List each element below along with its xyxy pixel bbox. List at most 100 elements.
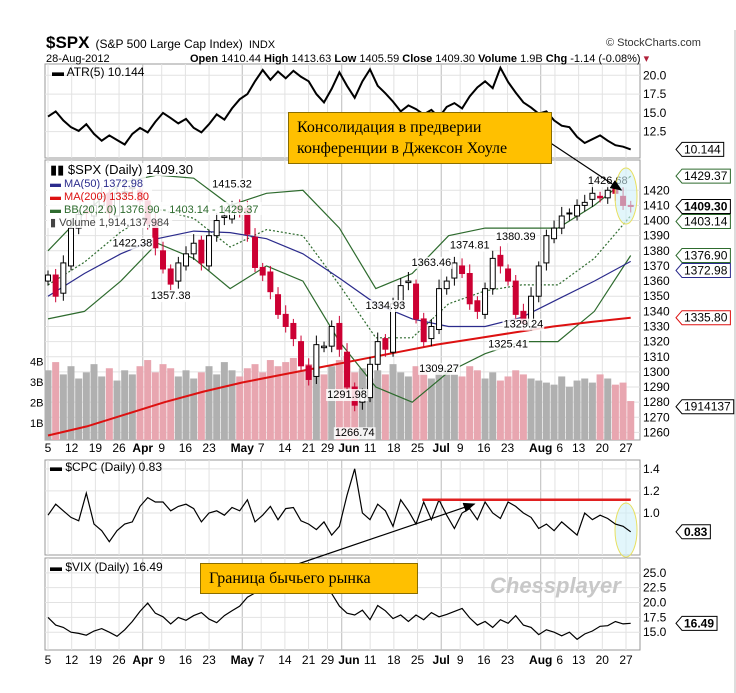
x-tick-label: 9	[158, 441, 165, 455]
x-tick-label: 18	[387, 441, 401, 455]
symbol-name: (S&P 500 Large Cap Index)	[95, 37, 243, 51]
candle-body	[52, 274, 59, 297]
candle-body	[459, 265, 466, 275]
candle-body	[374, 341, 381, 365]
price-label-bg	[333, 427, 376, 440]
price-label: 1380.39	[496, 231, 536, 243]
volume-bar	[435, 372, 443, 440]
candle-body	[45, 274, 51, 282]
x-tick-label: 16	[179, 653, 193, 667]
candle-body	[298, 341, 305, 367]
volume-bar	[297, 370, 305, 440]
volume-bar	[67, 366, 75, 440]
volume-bar	[44, 370, 52, 440]
x-tick-label: Aug	[529, 441, 552, 455]
change-value: -1.14 (-0.08%)	[570, 53, 641, 65]
volume-bar	[182, 370, 190, 440]
candle-body	[405, 280, 412, 284]
spx-legend-title: ▮▮ $SPX (Daily) 1409.30	[50, 162, 193, 177]
x-tick-label: May	[231, 441, 255, 455]
legend-bg	[47, 189, 153, 202]
candle-body	[175, 262, 182, 282]
y-tick-label: 15.0	[643, 625, 667, 639]
candle-body	[535, 265, 542, 297]
vix-line	[47, 561, 631, 641]
candle-body	[581, 201, 588, 206]
close-label: Close	[402, 53, 433, 65]
volume-bar	[236, 376, 244, 440]
volume-bar	[573, 380, 581, 440]
cpc-legend: ▬ $CPC (Daily) 0.83	[50, 460, 162, 474]
atr-last-tag-box	[675, 141, 725, 157]
open-label: Open	[190, 53, 219, 65]
price-tag-box	[675, 310, 731, 326]
volume-bar	[519, 374, 527, 440]
x-tick-label: 16	[477, 653, 491, 667]
x-tick-label: 14	[278, 441, 292, 455]
x-tick-label: 23	[501, 441, 515, 455]
volume-bar	[366, 378, 374, 440]
annotation-bull-market-border: Граница бычьего рынка	[200, 563, 418, 594]
price-label: 1266.74	[335, 427, 375, 439]
cpc-last-tag-box	[675, 524, 711, 540]
candle-body	[589, 192, 596, 200]
candle-body	[505, 268, 512, 282]
low-value: 1405.59	[359, 53, 400, 65]
candle-body	[160, 250, 167, 270]
volume-bar	[190, 378, 198, 440]
x-tick-label: 12	[65, 653, 79, 667]
y-tick-label: 12.5	[643, 125, 667, 139]
legend-bg	[47, 163, 196, 176]
candle-body	[282, 313, 289, 327]
price-label-bg	[211, 178, 253, 191]
volume-bar	[320, 374, 328, 440]
volume-bar	[213, 374, 221, 440]
volume-bar	[113, 380, 121, 440]
volume-bar	[259, 372, 267, 440]
change-label: Chg	[545, 53, 568, 65]
x-tick-label: 27	[619, 441, 633, 455]
volume-bar	[550, 384, 558, 440]
x-tick-label: 13	[572, 441, 586, 455]
candle-body	[604, 189, 611, 199]
volume-bar	[305, 364, 313, 440]
y-tick-label: 1340	[643, 304, 670, 318]
y-tick-label: 20.0	[643, 596, 667, 610]
volume-bar	[282, 362, 290, 440]
price-tag: 1409.30	[684, 199, 728, 213]
volume-bar	[596, 374, 604, 440]
y-tick-label: 1360	[643, 274, 670, 288]
y-tick-label: 1.2	[643, 484, 660, 498]
price-label-bg	[502, 318, 545, 331]
x-tick-label: 9	[158, 653, 165, 667]
price-label: 1325.41	[488, 338, 528, 350]
price-label: 1374.81	[450, 240, 490, 252]
symbol: $SPX	[46, 33, 90, 52]
volume-bar	[121, 370, 129, 440]
price-tag: 1914137	[684, 400, 731, 414]
watermark: Chessplayer	[490, 573, 621, 598]
bb-middle-line	[47, 208, 632, 339]
volume-bar	[412, 366, 420, 440]
volume-bar	[527, 378, 535, 440]
price-tag-box	[675, 263, 731, 279]
y-tick-label: 20.0	[643, 68, 667, 82]
x-tick-label: Jul	[433, 441, 450, 455]
candle-body	[367, 363, 374, 399]
y-tick-label: 1390	[643, 229, 670, 243]
candle-body	[275, 294, 282, 315]
price-label: 1357.38	[151, 290, 191, 302]
volume-legend: ▮ Volume 1,914,137,984	[50, 217, 169, 229]
volume-bar	[496, 380, 504, 440]
price-label: 1415.32	[212, 178, 252, 190]
x-tick-label: 26	[112, 653, 126, 667]
source-link[interactable]: © StockCharts.com	[606, 37, 701, 49]
y-tick-label: 1350	[643, 289, 670, 303]
volume-bar	[581, 378, 589, 440]
atr-line	[47, 65, 632, 151]
volume-bar	[197, 372, 205, 440]
candle-body	[305, 365, 312, 380]
volume-bar	[220, 362, 228, 440]
x-tick-label: 29	[321, 441, 335, 455]
price-label-bg	[364, 300, 407, 313]
